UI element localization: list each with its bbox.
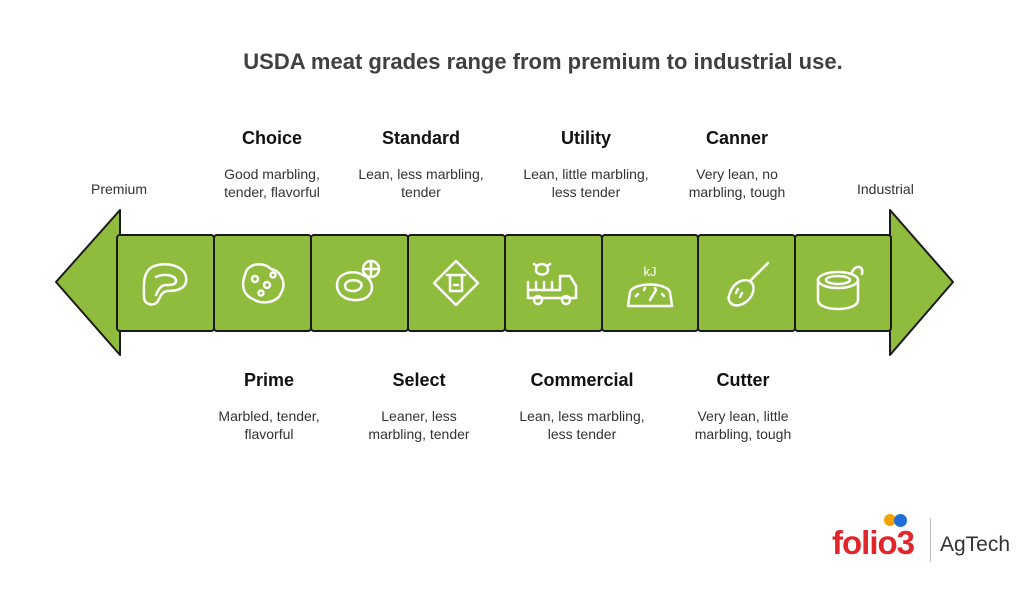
desc-line: Marbled, tender, — [218, 408, 320, 424]
desc-line: Lean, less marbling, — [519, 408, 645, 424]
cattle-truck-icon — [526, 262, 578, 306]
grade-description: Very lean, no marbling, tough — [662, 165, 812, 201]
grade-name: Cutter — [716, 370, 770, 390]
grade-description: Good marbling, tender, flavorful — [197, 165, 347, 201]
grade-name: Choice — [241, 128, 302, 148]
logo-divider — [930, 518, 931, 562]
desc-line: marbling, tough — [694, 426, 792, 442]
grade-standard: Standard Lean, less marbling, tender — [346, 128, 496, 201]
grade-utility: Utility Lean, little marbling, less tend… — [511, 128, 661, 201]
desc-line: Lean, little marbling, — [523, 166, 649, 182]
grade-name: Select — [392, 370, 446, 390]
grade-description: Lean, little marbling, less tender — [511, 165, 661, 201]
meat-shrimp-icon — [335, 259, 381, 302]
kilojoule-scale-icon — [626, 283, 674, 308]
desc-line: tender — [401, 184, 441, 200]
steak-icon — [142, 263, 188, 306]
logo-brand: folio3 — [832, 524, 915, 561]
grade-description: Lean, less marbling, tender — [346, 165, 496, 201]
canned-food-icon — [816, 265, 864, 311]
desc-line: less tender — [551, 184, 621, 200]
grade-prime: Prime Marbled, tender, flavorful — [194, 370, 344, 443]
grade-description: Very lean, little marbling, tough — [668, 407, 818, 443]
segment-1 — [116, 234, 215, 332]
desc-line: Very lean, no — [696, 166, 778, 182]
logo-dot-orange — [884, 514, 896, 526]
grade-select: Select Leaner, less marbling, tender — [344, 370, 494, 443]
desc-line: marbling, tough — [688, 184, 786, 200]
grade-description: Leaner, less marbling, tender — [344, 407, 494, 443]
premium-label: Premium — [91, 181, 148, 197]
grade-name: Utility — [560, 128, 611, 148]
grade-description: Marbled, tender, flavorful — [194, 407, 344, 443]
desc-line: marbling, tender — [368, 426, 470, 442]
grade-description: Lean, less marbling, less tender — [507, 407, 657, 443]
left-arrowhead — [55, 209, 121, 356]
grade-name: Commercial — [530, 370, 634, 390]
desc-line: less tender — [547, 426, 617, 442]
diagram-title: USDA meat grades range from premium to i… — [243, 49, 843, 74]
segment-2 — [213, 234, 312, 332]
cow-sign-icon — [432, 259, 480, 307]
cutting-knife-icon — [727, 261, 770, 307]
grade-cutter: Cutter Very lean, little marbling, tough — [668, 370, 818, 443]
marbled-meat-icon — [241, 262, 285, 304]
segment-7 — [697, 234, 796, 332]
segment-6 — [601, 234, 699, 332]
grade-choice: Choice Good marbling, tender, flavorful — [197, 128, 347, 201]
segment-5 — [504, 234, 603, 332]
desc-line: Very lean, little — [697, 408, 789, 424]
grade-name: Canner — [705, 128, 768, 148]
logo-dot-blue — [894, 514, 907, 527]
grade-name: Standard — [381, 128, 460, 148]
grade-name: Prime — [243, 370, 295, 390]
desc-line: flavorful — [244, 426, 294, 442]
desc-line: Good marbling, — [224, 166, 320, 182]
segment-4 — [407, 234, 506, 332]
desc-line: Leaner, less — [381, 408, 457, 424]
logo-product: AgTech — [940, 533, 1011, 556]
folio3-agtech-logo: folio3 AgTech — [832, 510, 1022, 570]
desc-line: tender, flavorful — [224, 184, 320, 200]
right-arrowhead — [889, 209, 954, 356]
scale-unit-label: kJ — [644, 264, 657, 279]
desc-line: Lean, less marbling, — [358, 166, 484, 182]
grade-commercial: Commercial Lean, less marbling, less ten… — [507, 370, 657, 443]
industrial-label: Industrial — [857, 181, 914, 197]
grade-canner: Canner Very lean, no marbling, tough — [662, 128, 812, 201]
